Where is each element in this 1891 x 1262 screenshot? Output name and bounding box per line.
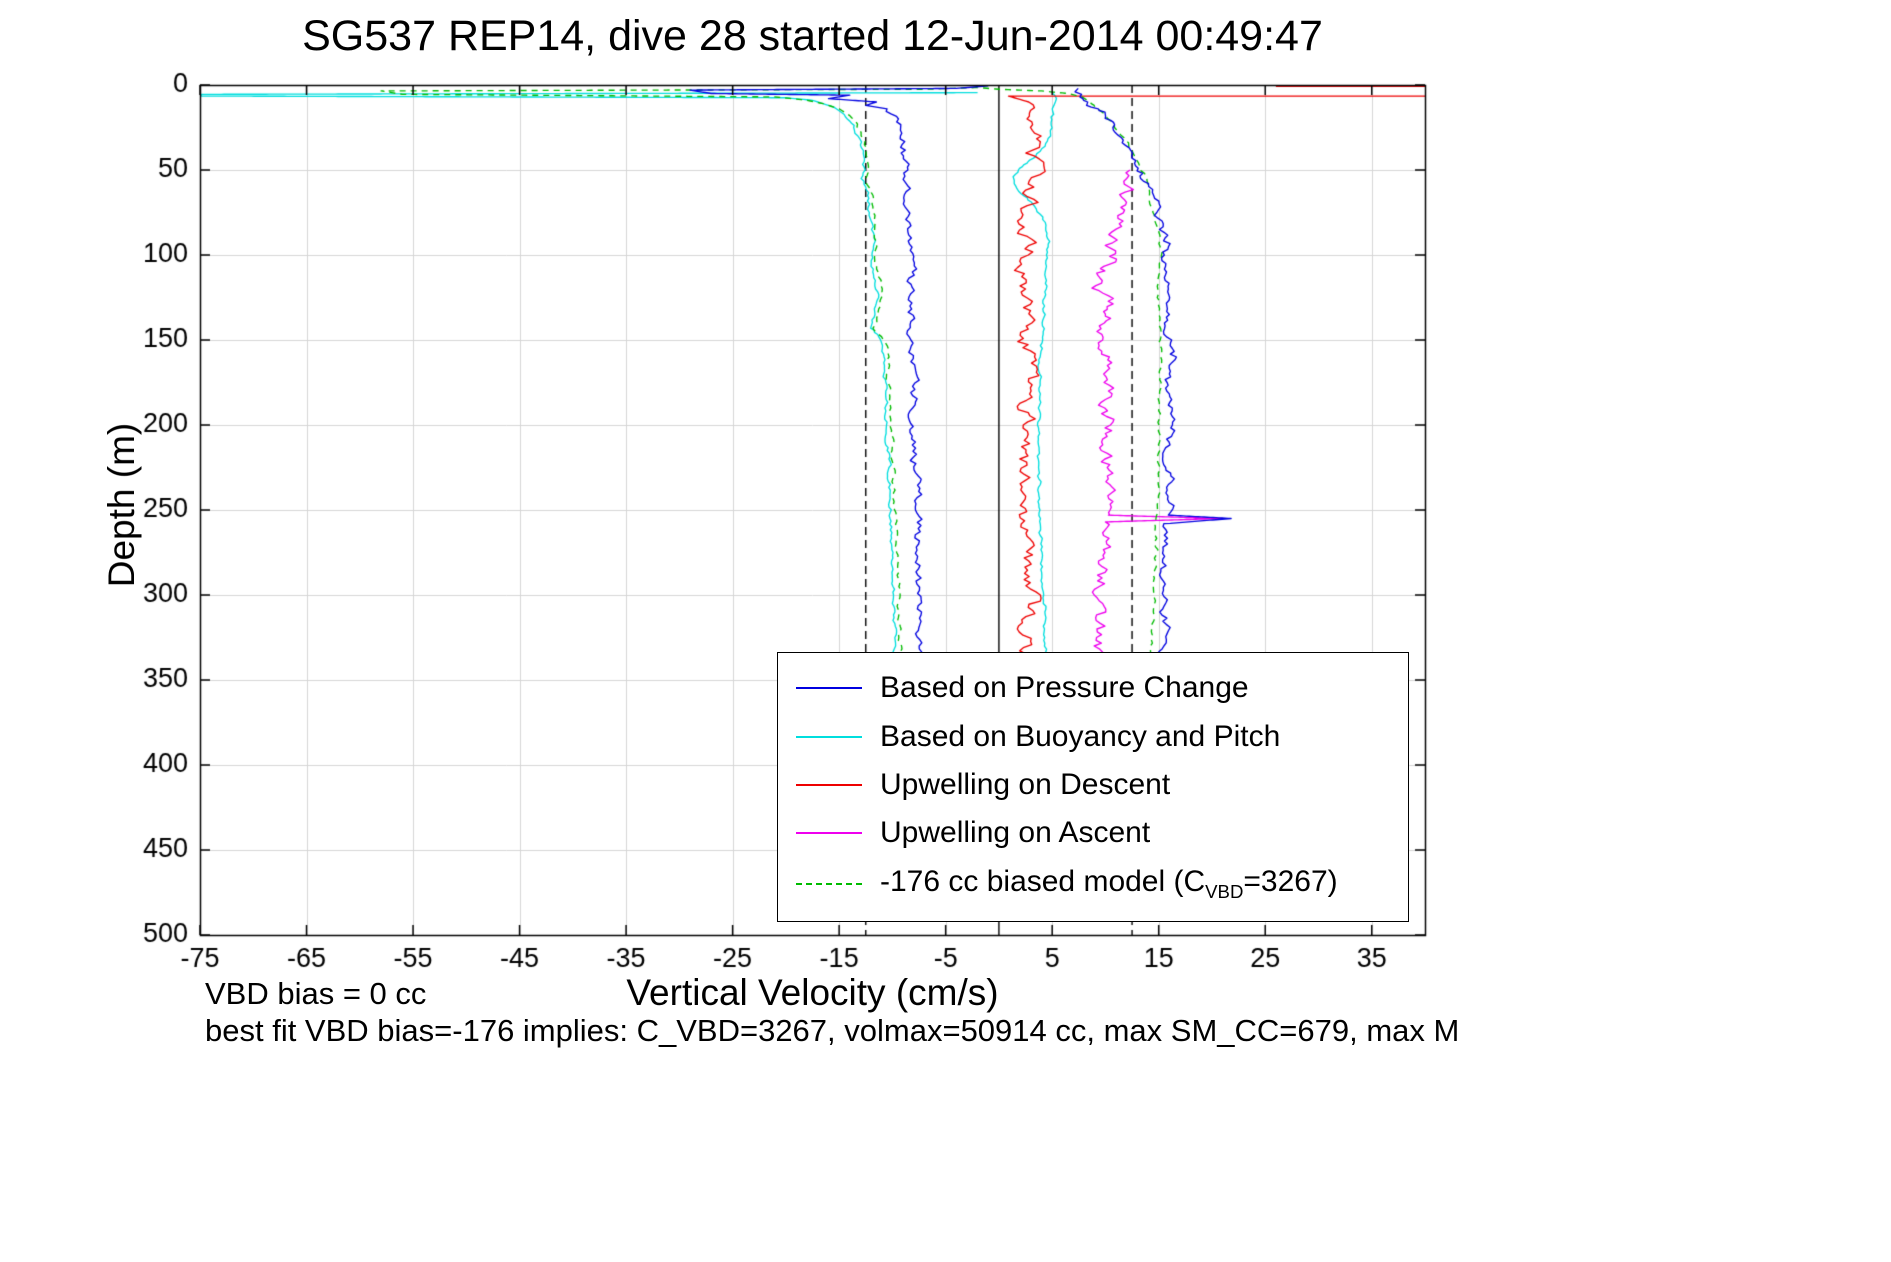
legend-item: Upwelling on Descent (778, 768, 1408, 802)
legend-item-label: Based on Buoyancy and Pitch (880, 719, 1281, 753)
legend-item: Based on Buoyancy and Pitch (778, 720, 1408, 754)
legend-item-label: Upwelling on Descent (880, 767, 1171, 801)
x-axis-label: Vertical Velocity (cm/s) (626, 972, 999, 1013)
legend-item-label: -176 cc biased model (CVBD=3267) (880, 864, 1338, 902)
legend-line-sample (796, 687, 862, 690)
legend-item-label: Upwelling on Ascent (880, 816, 1151, 850)
legend: Based on Pressure Change Based on Buoyanc… (777, 652, 1409, 922)
legend-item: Upwelling on Ascent (778, 816, 1408, 850)
legend-line-sample (796, 783, 862, 786)
legend-line-sample (796, 832, 862, 835)
legend-item-label: Based on Pressure Change (880, 671, 1249, 705)
vbd-bias-note: VBD bias = 0 cc (205, 976, 427, 1011)
legend-item: Based on Pressure Change (778, 671, 1408, 705)
legend-line-sample (796, 735, 862, 738)
legend-item: -176 cc biased model (CVBD=3267) (778, 865, 1408, 903)
best-fit-note: best fit VBD bias=-176 implies: C_VBD=32… (205, 1013, 1460, 1048)
legend-line-sample (796, 882, 862, 885)
plot-title: SG537 REP14, dive 28 started 12-Jun-2014… (302, 12, 1323, 60)
y-axis-label: Depth (m) (101, 422, 142, 588)
